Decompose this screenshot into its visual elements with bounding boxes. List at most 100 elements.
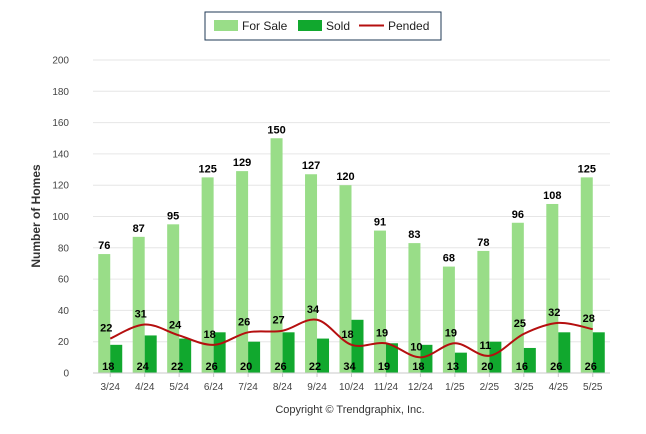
x-tick-label: 8/24 <box>273 382 293 393</box>
bar-sold <box>385 343 398 373</box>
bar-for-sale <box>339 185 352 373</box>
label-sold: 16 <box>516 361 528 373</box>
label-sold: 22 <box>309 361 321 373</box>
label-pended: 10 <box>410 341 422 353</box>
label-pended: 27 <box>272 315 284 327</box>
bar-sold <box>110 344 123 373</box>
label-for-sale: 127 <box>302 160 320 172</box>
label-for-sale: 108 <box>543 190 561 202</box>
label-sold: 34 <box>343 361 356 373</box>
data-labels: 76 22 18 87 31 24 95 24 22 125 18 26 129 26 20 150 27 26 1… <box>98 124 597 373</box>
bar-sold <box>144 335 157 373</box>
bar-for-sale <box>580 177 593 373</box>
bar-sold <box>454 352 467 373</box>
bar-for-sale <box>201 177 214 373</box>
bar-for-sale <box>270 138 283 373</box>
x-tick-label: 2/25 <box>480 382 500 393</box>
bar-sold <box>179 338 192 373</box>
y-tick-label: 60 <box>58 275 70 286</box>
bar-sold <box>248 341 261 373</box>
y-tick-label: 40 <box>58 306 70 317</box>
label-for-sale: 87 <box>133 223 145 235</box>
label-for-sale: 95 <box>167 210 179 222</box>
label-sold: 26 <box>274 361 286 373</box>
label-for-sale: 83 <box>408 229 420 241</box>
label-sold: 26 <box>585 361 597 373</box>
label-sold: 22 <box>171 361 183 373</box>
bar-sold <box>317 338 330 373</box>
label-pended: 18 <box>204 329 216 341</box>
bar-sold <box>523 347 536 373</box>
bar-for-sale <box>132 236 145 373</box>
y-tick-label: 20 <box>58 337 70 348</box>
y-tick-label: 180 <box>52 87 69 98</box>
y-tick-label: 80 <box>58 243 70 254</box>
bars <box>98 138 605 373</box>
bar-for-sale <box>236 171 249 373</box>
label-for-sale: 129 <box>233 157 251 169</box>
bar-for-sale <box>408 243 421 373</box>
x-tick-label: 3/24 <box>100 382 120 393</box>
x-tick-label: 4/25 <box>549 382 569 393</box>
bar-for-sale <box>442 266 455 373</box>
label-for-sale: 120 <box>336 171 354 183</box>
label-for-sale: 125 <box>578 163 596 175</box>
bar-sold <box>592 332 605 373</box>
bar-for-sale <box>511 222 524 373</box>
bar-for-sale <box>546 203 559 373</box>
bar-sold <box>420 344 433 373</box>
bar-for-sale <box>373 230 386 373</box>
label-for-sale: 96 <box>512 209 524 221</box>
y-tick-label: 120 <box>52 181 69 192</box>
label-pended: 19 <box>445 327 457 339</box>
pended-line-path <box>109 318 593 359</box>
label-sold: 24 <box>137 361 150 373</box>
legend-label-for-sale: For Sale <box>242 19 288 33</box>
pended-line <box>109 318 593 359</box>
y-tick-label: 0 <box>63 369 69 380</box>
label-for-sale: 78 <box>477 237 489 249</box>
bar-sold <box>489 341 502 373</box>
legend-label-sold: Sold <box>326 19 350 33</box>
x-tick-label: 4/24 <box>135 382 155 393</box>
label-pended: 22 <box>100 323 112 335</box>
legend: For Sale Sold Pended <box>204 11 442 41</box>
label-sold: 18 <box>412 361 424 373</box>
label-for-sale: 125 <box>198 163 216 175</box>
x-tick-label: 11/24 <box>374 382 399 393</box>
label-pended: 31 <box>135 308 147 320</box>
label-pended: 24 <box>169 319 182 331</box>
label-sold: 13 <box>447 361 459 373</box>
bar-for-sale <box>167 224 180 373</box>
x-tick-label: 5/25 <box>583 382 603 393</box>
x-tick-label: 12/24 <box>408 382 433 393</box>
label-pended: 26 <box>238 316 250 328</box>
x-tick-label: 7/24 <box>238 382 258 393</box>
copyright-footer: Copyright © Trendgraphix, Inc. <box>275 404 424 416</box>
y-tick-label: 200 <box>52 56 69 67</box>
label-sold: 20 <box>481 361 493 373</box>
y-axis-title: Number of Homes <box>29 164 43 268</box>
label-pended: 34 <box>307 304 320 316</box>
bar-for-sale <box>305 174 318 373</box>
label-for-sale: 68 <box>443 253 455 265</box>
label-sold: 19 <box>378 361 390 373</box>
label-sold: 26 <box>206 361 218 373</box>
legend-swatch-sold <box>298 20 322 31</box>
x-tick-label: 10/24 <box>339 382 364 393</box>
x-tick-label: 9/24 <box>307 382 327 393</box>
label-for-sale: 76 <box>98 240 110 252</box>
bar-for-sale <box>477 250 490 373</box>
y-tick-label: 160 <box>52 118 69 129</box>
label-pended: 11 <box>480 340 492 352</box>
x-tick-label: 1/25 <box>445 382 465 393</box>
x-tick-label: 3/25 <box>514 382 534 393</box>
x-axis: 3/24 4/24 5/24 6/24 7/24 8/24 9/24 10/24 11/24 12… <box>93 372 610 393</box>
label-pended: 32 <box>548 307 560 319</box>
label-sold: 26 <box>550 361 562 373</box>
x-tick-label: 5/24 <box>169 382 189 393</box>
label-pended: 25 <box>514 318 526 330</box>
label-sold: 18 <box>102 361 114 373</box>
